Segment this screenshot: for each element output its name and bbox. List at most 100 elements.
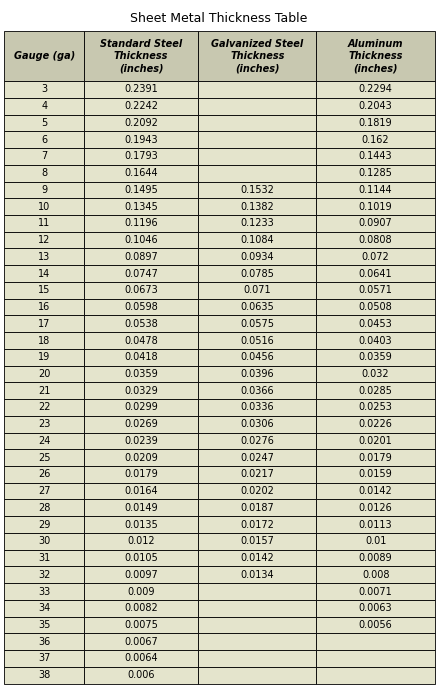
Bar — [198, 583, 316, 600]
Text: 21: 21 — [38, 385, 50, 396]
Bar — [316, 265, 435, 282]
Bar — [316, 365, 435, 383]
Bar — [4, 199, 84, 215]
Text: 0.2391: 0.2391 — [124, 85, 158, 95]
Bar — [316, 31, 435, 81]
Text: 0.1793: 0.1793 — [124, 151, 158, 161]
Text: 0.0089: 0.0089 — [359, 553, 392, 563]
Bar — [84, 466, 198, 483]
Bar — [316, 399, 435, 416]
Bar — [316, 466, 435, 483]
Text: 0.032: 0.032 — [362, 369, 389, 379]
Bar — [84, 332, 198, 349]
Bar — [4, 215, 84, 232]
Bar — [84, 181, 198, 199]
Text: 0.0907: 0.0907 — [359, 218, 392, 228]
Bar — [4, 365, 84, 383]
Bar — [4, 165, 84, 181]
Text: Sheet Metal Thickness Table: Sheet Metal Thickness Table — [130, 12, 307, 25]
Bar — [4, 383, 84, 399]
Bar — [84, 81, 198, 98]
Text: 0.0067: 0.0067 — [124, 637, 158, 646]
Bar — [198, 533, 316, 550]
Bar — [4, 399, 84, 416]
Bar — [84, 516, 198, 533]
Bar — [4, 583, 84, 600]
Bar — [316, 566, 435, 583]
Text: Galvanized Steel
Thickness
(inches): Galvanized Steel Thickness (inches) — [211, 38, 303, 74]
Bar — [198, 315, 316, 332]
Bar — [198, 131, 316, 148]
Text: Gauge (ga): Gauge (ga) — [14, 51, 75, 61]
Text: 0.0538: 0.0538 — [124, 319, 158, 329]
Bar — [316, 215, 435, 232]
Text: 0.012: 0.012 — [127, 537, 155, 546]
Bar — [4, 349, 84, 365]
Text: 0.0201: 0.0201 — [359, 436, 392, 446]
Bar — [198, 98, 316, 115]
Text: 0.1196: 0.1196 — [124, 218, 158, 228]
Bar — [198, 633, 316, 650]
Bar — [4, 299, 84, 315]
Text: 0.0179: 0.0179 — [359, 453, 392, 462]
Text: 26: 26 — [38, 469, 50, 480]
Text: 0.0082: 0.0082 — [124, 603, 158, 613]
Bar — [4, 31, 84, 81]
Text: 29: 29 — [38, 519, 50, 530]
Text: 0.1382: 0.1382 — [240, 201, 274, 212]
Text: 0.0135: 0.0135 — [124, 519, 158, 530]
Text: 0.0366: 0.0366 — [240, 385, 274, 396]
Text: 35: 35 — [38, 620, 50, 630]
Text: 0.0209: 0.0209 — [124, 453, 158, 462]
Bar — [198, 365, 316, 383]
Text: 0.0226: 0.0226 — [359, 419, 392, 429]
Text: 0.0071: 0.0071 — [359, 587, 392, 596]
Bar — [84, 433, 198, 449]
Bar — [198, 249, 316, 265]
Text: 4: 4 — [41, 101, 47, 111]
Text: 0.0239: 0.0239 — [124, 436, 158, 446]
Text: 0.0105: 0.0105 — [124, 553, 158, 563]
Bar — [4, 265, 84, 282]
Text: 0.0157: 0.0157 — [240, 537, 274, 546]
Text: 9: 9 — [41, 185, 47, 195]
Bar — [316, 249, 435, 265]
Bar — [198, 483, 316, 499]
Text: 0.006: 0.006 — [127, 671, 155, 680]
Text: 0.0276: 0.0276 — [240, 436, 274, 446]
Bar — [4, 617, 84, 633]
Bar — [84, 383, 198, 399]
Bar — [84, 600, 198, 617]
Bar — [84, 566, 198, 583]
Bar — [316, 416, 435, 433]
Bar — [316, 181, 435, 199]
Bar — [84, 148, 198, 165]
Bar — [316, 449, 435, 466]
Bar — [4, 433, 84, 449]
Text: 0.0299: 0.0299 — [124, 403, 158, 412]
Text: 0.0164: 0.0164 — [124, 486, 158, 496]
Text: 31: 31 — [38, 553, 50, 563]
Bar — [4, 533, 84, 550]
Bar — [4, 98, 84, 115]
Text: 0.0285: 0.0285 — [359, 385, 392, 396]
Text: 0.2043: 0.2043 — [359, 101, 392, 111]
Text: 0.01: 0.01 — [365, 537, 386, 546]
Bar — [4, 499, 84, 516]
Bar — [316, 583, 435, 600]
Text: 0.0456: 0.0456 — [240, 352, 274, 362]
Bar — [198, 399, 316, 416]
Bar — [198, 650, 316, 667]
Text: 18: 18 — [38, 335, 50, 346]
Bar — [84, 550, 198, 566]
Text: 0.0142: 0.0142 — [240, 553, 274, 563]
Bar — [84, 633, 198, 650]
Bar — [84, 282, 198, 299]
Bar — [84, 399, 198, 416]
Bar — [198, 566, 316, 583]
Text: 0.1943: 0.1943 — [124, 135, 158, 145]
Bar — [316, 433, 435, 449]
Text: 0.0269: 0.0269 — [124, 419, 158, 429]
Text: 0.0403: 0.0403 — [359, 335, 392, 346]
Bar — [84, 31, 198, 81]
